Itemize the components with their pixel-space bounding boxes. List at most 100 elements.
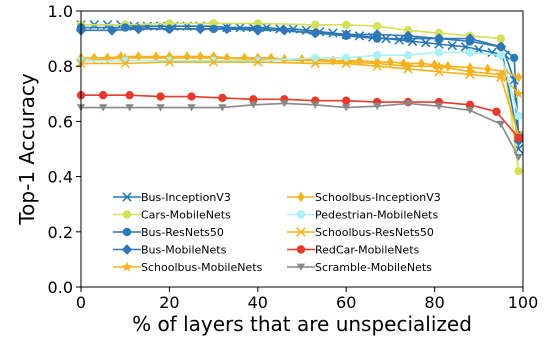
data-point <box>311 101 320 109</box>
series-line-schoolbus-resnets50 <box>81 61 520 136</box>
series-layer <box>75 19 524 176</box>
legend-item-schoolbus-inceptionv3: Schoolbus-InceptionV3 <box>287 191 441 204</box>
legend-label: RedCar-MobileNets <box>315 244 420 257</box>
data-point <box>400 58 408 69</box>
data-point <box>514 153 523 162</box>
legend-label: Pedestrian-MobileNets <box>315 209 438 222</box>
data-point <box>187 104 196 112</box>
legend-item-bus-inceptionv3: Bus-InceptionV3 <box>113 191 231 204</box>
data-point <box>218 104 227 112</box>
series-redcar-mobilenets <box>76 90 523 143</box>
x-tick-label: 20 <box>159 293 179 312</box>
series-scramble-mobilenets <box>76 100 523 162</box>
data-point <box>310 58 320 69</box>
series-line-bus-resnets50 <box>81 26 520 136</box>
data-point <box>218 93 227 103</box>
data-point <box>466 62 474 73</box>
legend-marker <box>296 245 306 254</box>
data-point <box>311 20 320 29</box>
data-point <box>183 51 191 62</box>
data-point <box>208 57 219 67</box>
data-point <box>403 26 413 35</box>
y-tick-label: 0.8 <box>48 57 73 76</box>
data-point <box>253 57 263 67</box>
data-point <box>372 21 382 31</box>
legend-label: Bus-ResNets50 <box>141 226 224 239</box>
data-point <box>496 120 506 128</box>
data-point <box>340 29 352 40</box>
series-line-bus-mobilenets <box>81 28 520 141</box>
data-point <box>513 88 524 99</box>
data-point <box>417 58 425 69</box>
legend-marker <box>122 192 132 202</box>
data-point <box>514 166 523 176</box>
data-point <box>355 55 364 66</box>
legend-label: Schoolbus-ResNets50 <box>315 226 434 239</box>
data-point <box>514 133 523 143</box>
x-axis-label: % of layers that are unspecialized <box>132 312 472 336</box>
data-point <box>90 52 98 64</box>
legend-item-schoolbus-resnets50: Schoolbus-ResNets50 <box>287 226 434 239</box>
data-point <box>196 51 204 62</box>
data-point <box>164 23 175 35</box>
data-point <box>133 23 144 35</box>
x-tick-label: 40 <box>248 293 268 312</box>
data-point <box>134 51 143 62</box>
legend-marker <box>122 227 132 237</box>
data-point <box>221 23 233 35</box>
data-point <box>120 58 130 69</box>
y-tick-label: 1.0 <box>48 2 73 21</box>
plot-frame <box>80 10 524 288</box>
data-point <box>515 71 523 83</box>
data-point <box>465 107 475 115</box>
data-point <box>249 101 258 109</box>
series-schoolbus-inceptionv3 <box>77 51 523 83</box>
data-point <box>394 35 404 45</box>
data-point <box>403 100 413 108</box>
data-point <box>496 72 506 82</box>
data-point <box>253 56 262 65</box>
data-point <box>280 100 289 108</box>
data-point <box>125 104 134 112</box>
data-point <box>464 33 476 44</box>
data-point <box>495 69 507 79</box>
data-point <box>484 63 492 75</box>
x-tick-label: 80 <box>424 293 444 312</box>
legend-label: Bus-MobileNets <box>141 244 227 257</box>
data-point <box>386 56 394 68</box>
legend-item-pedestrian-mobilenets: Pedestrian-MobileNets <box>287 209 438 222</box>
data-point <box>341 58 351 69</box>
data-point <box>342 104 351 112</box>
series-schoolbus-resnets50 <box>76 57 524 140</box>
data-point <box>342 53 351 63</box>
legend-item-scramble-mobilenets: Scramble-MobileNets <box>287 261 432 274</box>
x-tick-label: 0 <box>76 293 86 312</box>
data-point <box>372 102 382 110</box>
legend-item-bus-resnets50: Bus-ResNets50 <box>113 226 224 239</box>
data-point <box>125 90 134 100</box>
data-point <box>509 53 519 63</box>
data-point <box>164 57 175 67</box>
data-point <box>403 64 413 74</box>
data-point <box>329 55 337 66</box>
series-line-pedestrian-mobilenets <box>81 51 520 117</box>
legend-marker <box>122 210 132 219</box>
y-tick-label: 0.4 <box>48 168 73 187</box>
data-point <box>165 56 174 65</box>
data-point <box>342 96 351 105</box>
data-point <box>496 50 506 60</box>
data-point <box>402 60 414 71</box>
series-pedestrian-mobilenets <box>76 48 523 121</box>
data-point <box>402 30 414 42</box>
legend-item-schoolbus-mobilenets: Schoolbus-MobileNets <box>113 261 263 274</box>
data-point <box>187 92 196 101</box>
legend-label: Cars-MobileNets <box>141 209 231 222</box>
series-line-redcar-mobilenets <box>81 94 520 139</box>
data-point <box>209 56 218 65</box>
legend-item-redcar-mobilenets: RedCar-MobileNets <box>287 244 420 257</box>
data-point <box>495 41 507 53</box>
data-point <box>279 25 290 36</box>
series-bus-resnets50 <box>76 23 523 140</box>
data-point <box>492 107 501 116</box>
